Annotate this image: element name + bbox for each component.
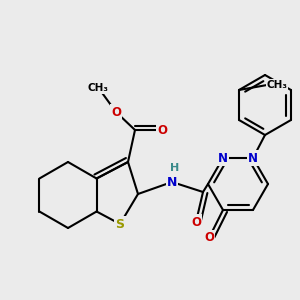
Text: H: H: [170, 163, 180, 173]
Text: N: N: [167, 176, 177, 188]
Text: N: N: [248, 152, 258, 164]
Text: S: S: [116, 218, 124, 230]
Text: CH₃: CH₃: [266, 80, 287, 90]
Text: O: O: [157, 124, 167, 136]
Text: CH₃: CH₃: [88, 83, 109, 93]
Text: N: N: [218, 152, 228, 164]
Text: O: O: [204, 232, 214, 244]
Text: O: O: [191, 215, 201, 229]
Text: O: O: [111, 106, 121, 118]
